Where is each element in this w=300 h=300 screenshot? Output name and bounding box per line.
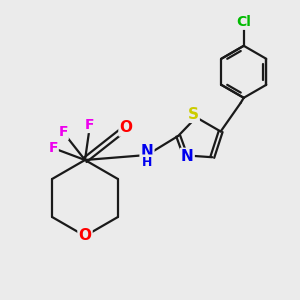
Text: F: F: [58, 125, 68, 139]
Text: S: S: [188, 107, 199, 122]
Text: N: N: [141, 143, 153, 158]
Text: O: O: [119, 121, 133, 136]
Text: F: F: [85, 118, 95, 132]
Text: F: F: [48, 141, 58, 155]
Text: Cl: Cl: [236, 15, 251, 29]
Text: N: N: [181, 149, 194, 164]
Text: O: O: [79, 229, 92, 244]
Text: H: H: [142, 155, 152, 169]
